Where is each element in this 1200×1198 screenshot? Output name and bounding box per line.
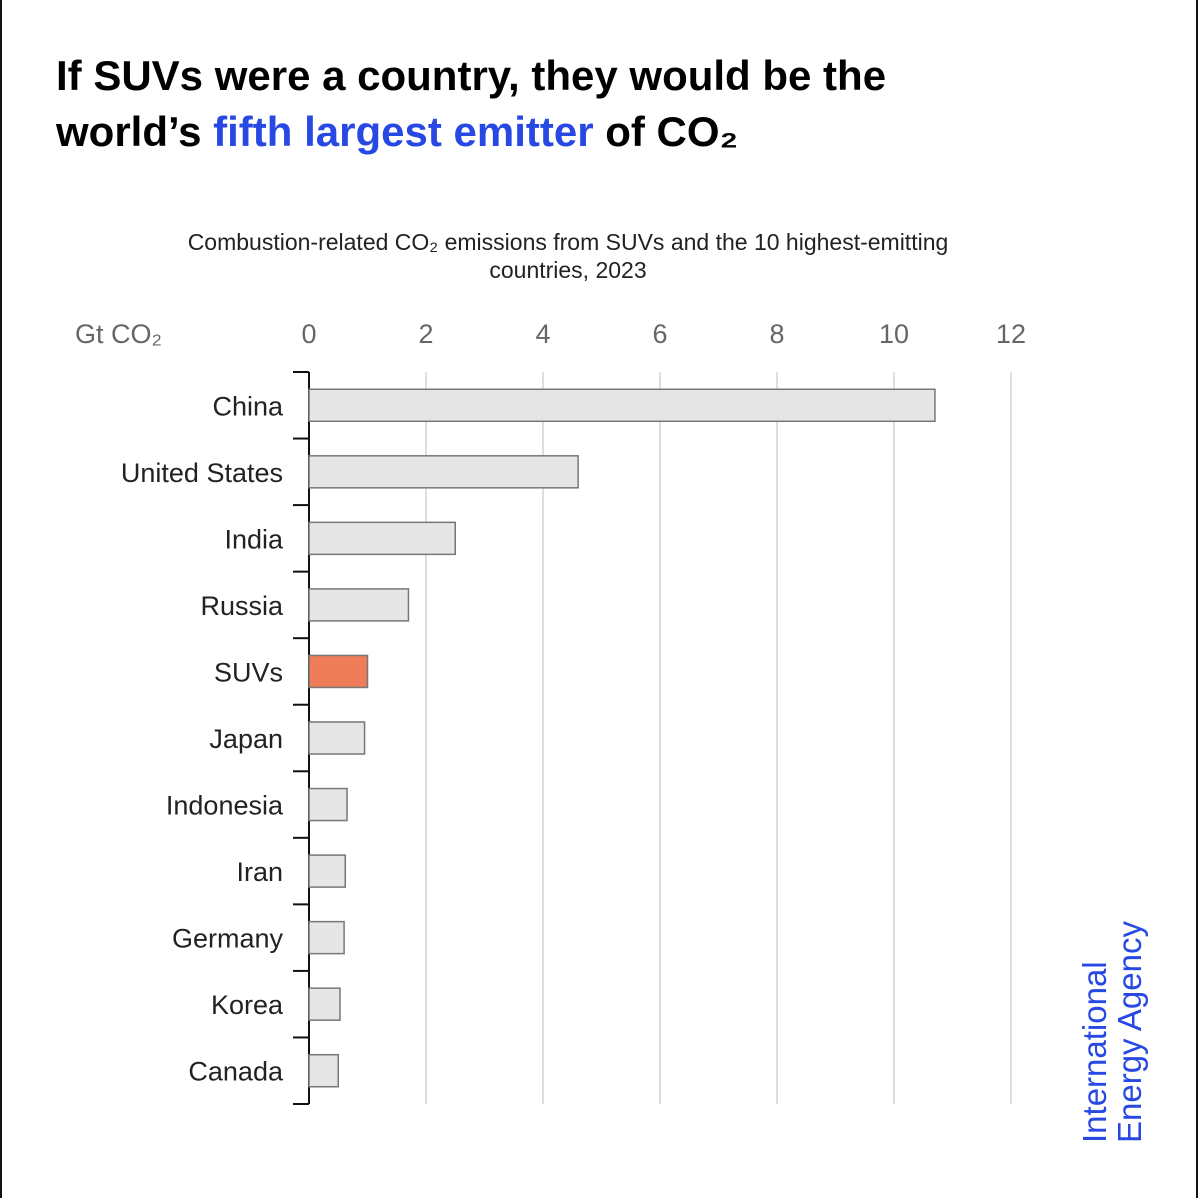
title-part: of CO₂ [594, 108, 739, 155]
bar [308, 455, 579, 489]
subtitle: Combustion-related CO₂ emissions from SU… [188, 229, 949, 255]
bar [308, 920, 345, 955]
x-tick-label: 12 [996, 319, 1026, 349]
title-highlight: fifth largest emitter [213, 108, 593, 155]
x-tick-label: 2 [418, 319, 433, 349]
bar [308, 1053, 339, 1088]
y-tick-label: China [212, 391, 284, 421]
bar [308, 787, 348, 822]
y-tick-label: India [224, 524, 284, 554]
y-tick-label: Germany [172, 924, 284, 954]
source-logo: Energy Agency [1111, 921, 1148, 1143]
title-part: world’s [55, 108, 213, 155]
bar [308, 388, 936, 423]
bar [308, 654, 369, 689]
bar [308, 721, 366, 755]
y-tick-label: United States [121, 458, 283, 488]
y-tick-label: Russia [200, 591, 284, 621]
y-tick-label: Korea [211, 990, 284, 1020]
y-tick-label: Iran [236, 857, 283, 887]
y-tick-label: Japan [209, 724, 283, 754]
x-tick-label: 6 [652, 319, 667, 349]
y-tick-label: SUVs [214, 657, 283, 687]
x-tick-label: 8 [769, 319, 784, 349]
bar [308, 588, 410, 622]
x-tick-label: 10 [879, 319, 909, 349]
subtitle: countries, 2023 [489, 257, 646, 283]
y-tick-label: Canada [188, 1057, 284, 1087]
x-tick-label: 0 [301, 319, 316, 349]
unit-label: Gt CO₂ [75, 319, 162, 349]
chart-title-line: If SUVs were a country, they would be th… [56, 52, 886, 99]
y-tick-label: Indonesia [166, 791, 284, 821]
bar [308, 521, 456, 556]
bar [308, 854, 347, 888]
chart-title-line: world’s fifth largest emitter of CO₂ [55, 108, 738, 155]
source-logo: International [1076, 961, 1113, 1143]
bar [308, 987, 341, 1021]
x-tick-label: 4 [535, 319, 550, 349]
